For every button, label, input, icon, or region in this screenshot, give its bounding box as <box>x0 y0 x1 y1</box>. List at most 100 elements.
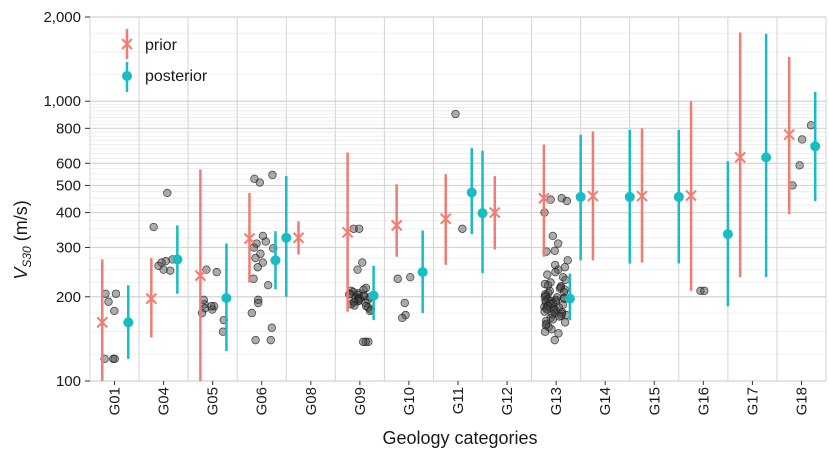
observation-point <box>393 274 402 283</box>
posterior-marker <box>270 255 281 266</box>
posterior-marker <box>281 232 292 243</box>
observation-point <box>263 280 273 290</box>
observation-point <box>543 270 552 279</box>
x-tick-label: G16 <box>695 387 712 415</box>
y-tick-label: 200 <box>56 289 81 306</box>
legend-prior-label: prior <box>145 37 178 54</box>
observation-point <box>548 231 558 241</box>
x-tick-label: G05 <box>205 387 222 415</box>
posterior-marker <box>722 229 733 240</box>
observation-point <box>267 323 276 332</box>
x-tick-label: G17 <box>744 387 761 415</box>
observation-point <box>700 286 709 296</box>
x-tick-label: G10 <box>401 387 418 415</box>
prior-marker <box>734 151 746 164</box>
observation-point <box>163 188 172 198</box>
x-tick-label: G08 <box>303 387 320 415</box>
observation-point <box>251 335 260 345</box>
x-tick-label: G06 <box>254 387 271 415</box>
observation-point <box>554 329 563 338</box>
posterior-marker <box>368 290 379 301</box>
prior-marker <box>145 292 158 305</box>
observation-point <box>166 266 175 275</box>
x-tick-label: G14 <box>597 387 614 415</box>
y-axis: 100 200 300 400 500 600 800 1,000 2,000 <box>43 9 90 390</box>
prior-series <box>96 32 795 381</box>
observation-point <box>358 337 368 347</box>
observation-point <box>149 222 158 232</box>
posterior-marker <box>761 152 772 163</box>
x-tick-label: G13 <box>548 387 565 415</box>
observation-points <box>100 109 816 364</box>
observation-point <box>253 263 262 272</box>
x-tick-label: G04 <box>156 387 173 415</box>
prior-marker <box>292 232 305 244</box>
observation-point <box>207 302 216 311</box>
prior-marker <box>489 206 501 219</box>
prior-marker <box>538 192 550 204</box>
grid <box>89 16 827 382</box>
posterior-marker <box>810 141 821 152</box>
y-tick-label: 1,000 <box>43 93 81 110</box>
observation-point <box>797 135 807 144</box>
y-tick-label: 800 <box>56 120 81 137</box>
prior-marker <box>440 213 452 225</box>
prior-marker <box>194 269 207 282</box>
y-tick-label: 300 <box>56 240 81 257</box>
observation-point <box>550 335 559 345</box>
y-axis-title-sub: S30 <box>20 246 34 268</box>
observation-point <box>398 313 407 323</box>
posterior-marker <box>123 317 134 328</box>
posterior-marker <box>477 208 488 219</box>
posterior-marker <box>624 191 635 202</box>
plot-background <box>90 17 826 381</box>
observation-point <box>212 267 221 277</box>
observation-point <box>266 335 275 345</box>
observation-point <box>254 298 263 308</box>
legend-posterior-label: posterior <box>145 68 208 85</box>
y-axis-title-unit: (m/s) <box>11 200 31 246</box>
observation-point <box>553 239 563 248</box>
observation-point <box>540 307 549 316</box>
observation-point <box>540 327 550 336</box>
observation-point <box>258 258 268 267</box>
observation-point <box>159 265 168 274</box>
y-axis-title: VS30 (m/s) <box>11 200 34 279</box>
observation-point <box>551 267 560 277</box>
observation-point <box>400 298 409 308</box>
legend-posterior-marker <box>122 71 132 81</box>
observation-point <box>806 121 816 130</box>
posterior-marker <box>221 292 232 303</box>
prior-marker <box>243 232 256 245</box>
observation-point <box>558 272 568 282</box>
observation-point <box>550 246 559 255</box>
x-tick-label: G11 <box>450 387 467 414</box>
legend-prior-marker <box>121 38 133 50</box>
observation-point <box>255 178 265 187</box>
posterior-marker <box>564 293 575 304</box>
posterior-marker <box>673 191 684 202</box>
observation-point <box>451 109 460 119</box>
observation-point <box>560 318 570 327</box>
posterior-marker <box>466 187 477 198</box>
prior-marker <box>341 226 354 239</box>
observation-point <box>406 272 415 282</box>
y-axis-title-main: V <box>11 266 31 280</box>
observation-point <box>110 354 119 364</box>
posterior-marker <box>575 191 586 202</box>
observation-point <box>541 316 551 326</box>
prior-marker <box>783 128 795 141</box>
observation-point <box>557 194 566 203</box>
observation-point <box>353 265 362 274</box>
observation-point <box>247 308 257 318</box>
observation-point <box>561 275 570 284</box>
observation-point <box>458 224 467 233</box>
x-tick-label: G01 <box>107 387 124 415</box>
observation-point <box>249 274 258 283</box>
x-tick-label: G12 <box>499 387 516 415</box>
x-axis-title: Geology categories <box>382 428 537 448</box>
posterior-series <box>123 33 821 359</box>
x-axis: G01 G04 G05 G06 G08 G09 G10 G11 G12 G13 G14 G15 G16 G… <box>107 381 810 415</box>
prior-marker <box>390 219 403 232</box>
